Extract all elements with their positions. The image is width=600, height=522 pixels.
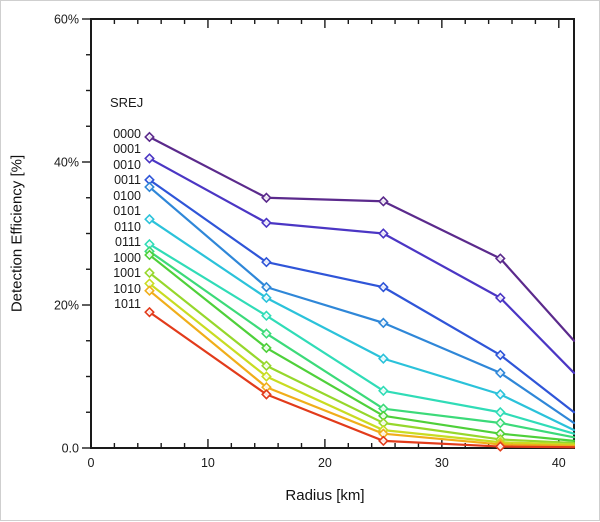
data-point-1011: [494, 441, 506, 452]
data-point-0000: [261, 192, 272, 204]
y-tick-label: 0.0: [62, 442, 79, 456]
data-point-0011: [144, 181, 155, 193]
data-point-0011: [494, 367, 506, 379]
data-point-0100: [144, 213, 155, 225]
x-axis-title: Radius [km]: [285, 487, 365, 504]
y-tick-label: 60%: [54, 13, 79, 27]
legend-title: SREJ: [110, 95, 144, 110]
legend-item-0001: 0001: [113, 142, 141, 156]
legend-item-0111: 0111: [115, 235, 141, 249]
y-tick-label: 40%: [54, 156, 79, 170]
legend-item-0110: 0110: [114, 219, 141, 234]
data-point-1011: [261, 389, 272, 400]
legend-item-1000: 1000: [113, 250, 141, 265]
legend-item-0000: 0000: [113, 126, 141, 141]
data-point-0100: [261, 292, 272, 304]
data-point-0101: [378, 385, 389, 397]
legend-item-0101: 0101: [113, 204, 141, 218]
data-point-0000: [378, 195, 389, 207]
data-point-0000: [144, 131, 155, 143]
data-point-0010: [261, 256, 272, 268]
data-point-0110: [261, 328, 272, 339]
data-point-0001: [261, 217, 272, 229]
plot-box: [90, 18, 575, 449]
x-tick-label: 10: [201, 456, 215, 470]
legend-item-0010: 0010: [113, 157, 141, 172]
data-point-1011: [144, 306, 155, 318]
data-point-0010: [494, 349, 506, 361]
data-point-0101: [261, 310, 272, 322]
x-tick-label: 40: [552, 456, 566, 470]
x-tick-label: 0: [88, 456, 95, 470]
data-point-0111: [144, 249, 155, 261]
data-point-0111: [261, 342, 272, 354]
series-line-0101: [148, 243, 576, 435]
data-point-0001: [144, 153, 155, 164]
legend-item-1011: 1011: [114, 297, 141, 311]
data-point-1011: [378, 435, 389, 447]
data-point-1000: [144, 267, 155, 279]
data-point-1001: [261, 371, 272, 382]
data-point-0001: [378, 228, 389, 239]
x-tick-label: 30: [435, 456, 449, 470]
data-point-0101: [494, 406, 506, 418]
data-point-0100: [494, 389, 506, 400]
data-point-0100: [378, 353, 389, 364]
data-point-0000: [494, 253, 506, 264]
legend-item-0011: 0011: [114, 173, 141, 187]
data-point-0110: [494, 417, 506, 429]
y-axis-title: Detection Efficiency [%]: [8, 154, 26, 313]
y-tick-label: 20%: [54, 299, 79, 313]
legend-item-0100: 0100: [113, 188, 141, 203]
data-point-0011: [261, 281, 272, 293]
x-tick-label: 20: [318, 456, 332, 470]
data-point-0011: [378, 317, 389, 329]
data-point-0010: [378, 281, 389, 293]
data-point-1010: [144, 285, 155, 297]
series-line-1010: [148, 289, 576, 447]
legend-item-1001: 1001: [113, 266, 141, 280]
series-line-0000: [148, 135, 576, 342]
data-point-0001: [494, 292, 506, 304]
series-line-0001: [148, 157, 576, 375]
legend-item-1010: 1010: [113, 281, 141, 296]
data-point-1000: [261, 360, 272, 372]
